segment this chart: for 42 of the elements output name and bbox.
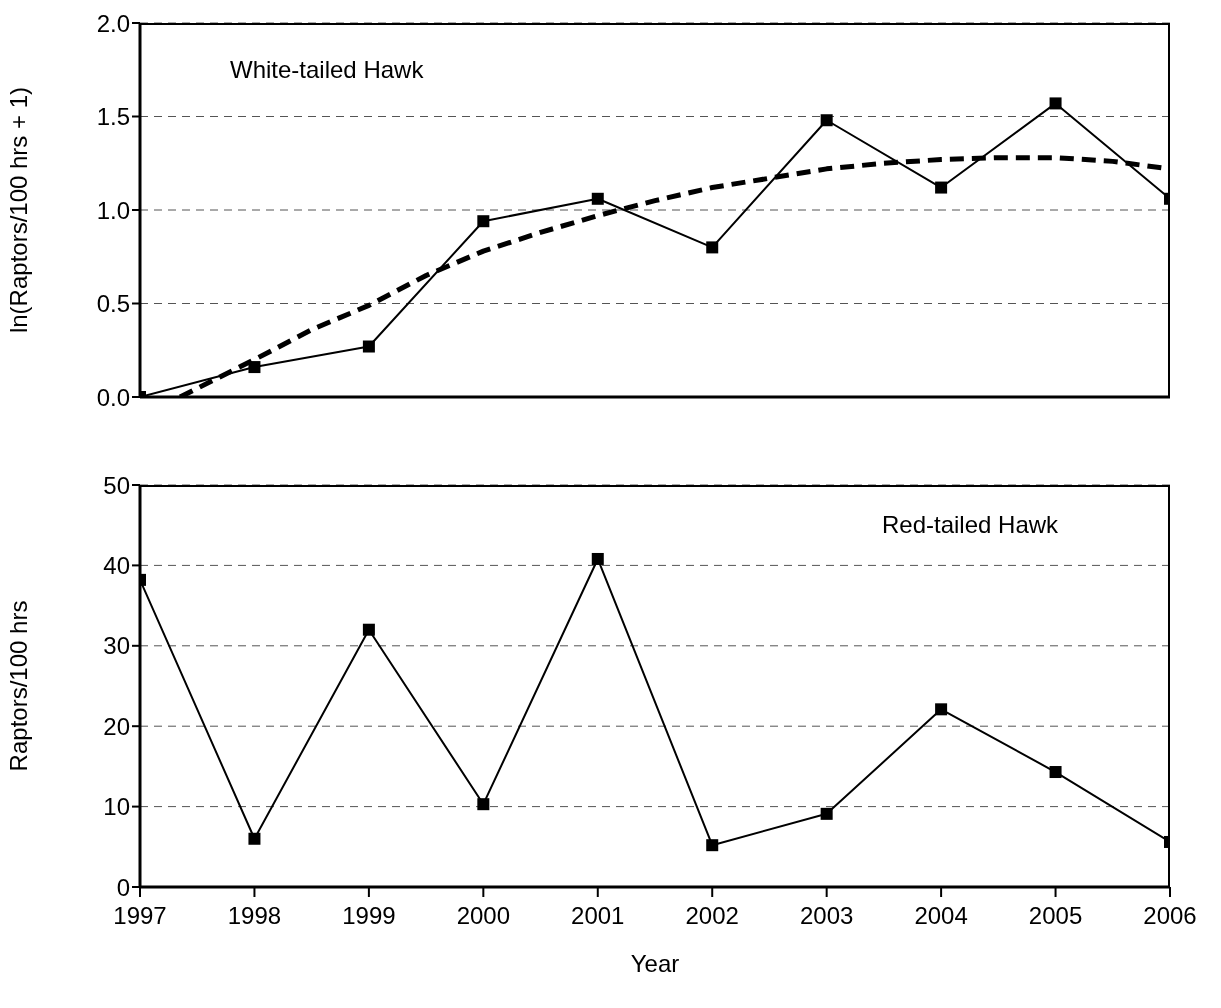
x-tick-label: 2006	[1143, 902, 1197, 930]
y-tick-label: 1.0	[96, 196, 130, 224]
x-tick-label: 2000	[456, 902, 511, 930]
y-tick-label: 20	[103, 712, 130, 740]
annotation: White-tailed Hawk	[230, 56, 424, 84]
y-tick-label: 1.5	[96, 103, 130, 131]
annotation: Red-tailed Hawk	[882, 511, 1059, 539]
y-tick-label: 0.0	[96, 383, 130, 411]
y-tick-label: 10	[103, 793, 130, 821]
point	[362, 623, 375, 636]
point	[477, 798, 490, 811]
point	[820, 114, 833, 127]
x-tick-label: 1997	[113, 902, 167, 930]
point	[1049, 766, 1062, 779]
y-tick-label: 0	[116, 873, 130, 901]
x-tick-label: 1999	[342, 902, 396, 930]
x-tick-label: 2003	[799, 902, 854, 930]
point	[477, 215, 490, 228]
point	[591, 192, 604, 205]
y-tick-label: 30	[103, 632, 130, 660]
point	[706, 839, 719, 852]
point	[935, 181, 948, 194]
point	[591, 552, 604, 565]
x-axis-title: Year	[630, 950, 680, 977]
y-tick-label: 40	[103, 551, 130, 579]
x-tick-label: 1998	[227, 902, 282, 930]
x-tick-label: 2002	[685, 902, 739, 930]
y-tick-label: 0.5	[96, 290, 130, 318]
x-tick-label: 2004	[914, 902, 968, 930]
point	[706, 241, 719, 254]
point	[1049, 97, 1062, 110]
point	[248, 361, 261, 374]
point	[935, 703, 948, 716]
x-tick-label: 2001	[571, 902, 625, 930]
y-axis-title: Raptors/100 hrs	[4, 600, 32, 772]
point	[362, 340, 375, 353]
x-tick-label: 2005	[1028, 902, 1083, 930]
y-tick-label: 50	[103, 471, 130, 499]
point	[820, 807, 833, 820]
point	[248, 832, 261, 845]
y-tick-label: 2.0	[96, 9, 130, 37]
y-axis-title: ln(Raptors/100 hrs + 1)	[4, 86, 32, 334]
